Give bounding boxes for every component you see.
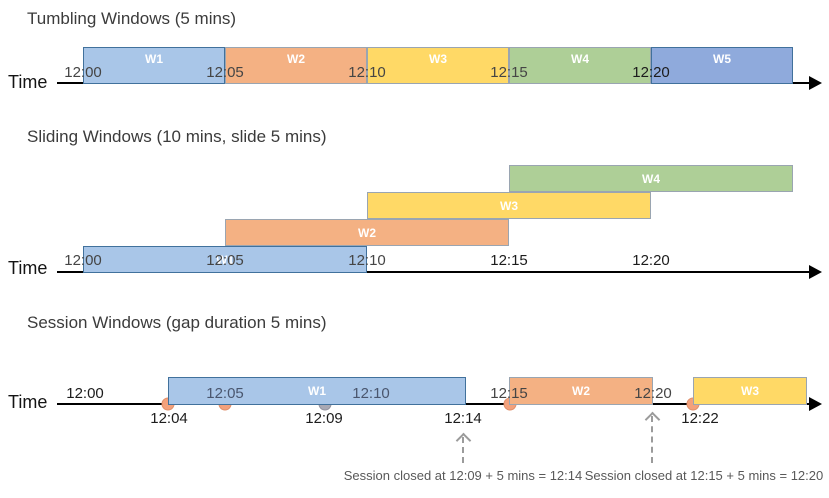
window-label: W1 bbox=[216, 252, 234, 267]
session-tick-1205: 12:05 bbox=[206, 385, 244, 402]
session-axis-arrowhead-icon bbox=[809, 397, 822, 411]
event-label-1209: 12:09 bbox=[305, 410, 343, 427]
sliding-tick-1210: 12:10 bbox=[348, 252, 386, 269]
sliding-time-axis bbox=[57, 271, 810, 273]
tumbling-tick-1210: 12:10 bbox=[348, 64, 386, 81]
tumbling-window-w1: W1 bbox=[83, 47, 225, 84]
session-window-w1: W1 bbox=[168, 377, 466, 405]
session-window-w3: W3 bbox=[693, 377, 807, 405]
window-label: W5 bbox=[713, 52, 731, 66]
window-label: W1 bbox=[308, 384, 326, 398]
sliding-time-axis-label: Time bbox=[8, 258, 48, 278]
window-label: W4 bbox=[571, 52, 589, 66]
window-label: W3 bbox=[741, 384, 759, 398]
sliding-window-w3: W3 bbox=[367, 192, 651, 219]
event-label-1204: 12:04 bbox=[150, 410, 188, 427]
session-close-arrow-up-icon bbox=[651, 416, 653, 463]
session-tick-1220: 12:20 bbox=[634, 385, 672, 402]
window-label: W4 bbox=[642, 171, 660, 186]
session-tick-1200: 12:00 bbox=[66, 385, 104, 402]
sliding-section-title: Sliding Windows (10 mins, slide 5 mins) bbox=[27, 127, 327, 146]
sliding-window-w1: W1 bbox=[83, 246, 367, 273]
tumbling-axis-arrowhead-icon bbox=[809, 76, 822, 90]
sliding-window-w2: W2 bbox=[225, 219, 509, 246]
session-closed-annotation-1: Session closed at 12:09 + 5 mins = 12:14 bbox=[343, 468, 583, 483]
tumbling-section-title: Tumbling Windows (5 mins) bbox=[27, 9, 237, 28]
tumbling-window-w2: W2 bbox=[225, 47, 367, 84]
tumbling-time-axis-label: Time bbox=[8, 72, 48, 92]
session-time-axis-label: Time bbox=[8, 392, 48, 412]
sliding-tick-1220: 12:20 bbox=[632, 252, 670, 269]
sliding-axis-arrowhead-icon bbox=[809, 265, 822, 279]
session-tick-1215: 12:15 bbox=[490, 385, 528, 402]
window-label: W2 bbox=[572, 384, 590, 398]
window-label: W3 bbox=[429, 52, 447, 66]
window-label: W3 bbox=[500, 198, 518, 213]
session-close-arrow-up-icon bbox=[462, 437, 464, 463]
session-closed-annotation-2: Session closed at 12:15 + 5 mins = 12:20 bbox=[584, 468, 824, 483]
session-tick-1210: 12:10 bbox=[352, 385, 390, 402]
tumbling-tick-1200: 12:00 bbox=[64, 64, 102, 81]
sliding-tick-1205: 12:05 bbox=[206, 252, 244, 269]
session-section-title: Session Windows (gap duration 5 mins) bbox=[27, 313, 327, 332]
window-label: W2 bbox=[358, 225, 376, 240]
tumbling-tick-1220: 12:20 bbox=[632, 64, 670, 81]
tumbling-window-w4: W4 bbox=[509, 47, 651, 84]
sliding-window-w4: W4 bbox=[509, 165, 793, 192]
event-label-1214: 12:14 bbox=[444, 410, 482, 427]
event-label-1222: 12:22 bbox=[681, 410, 719, 427]
tumbling-window-w5: W5 bbox=[651, 47, 793, 84]
session-window-w2: W2 bbox=[509, 377, 653, 405]
window-label: W2 bbox=[287, 52, 305, 66]
tumbling-tick-1205: 12:05 bbox=[206, 64, 244, 81]
window-label: W1 bbox=[145, 52, 163, 66]
sliding-tick-1200: 12:00 bbox=[64, 252, 102, 269]
tumbling-tick-1215: 12:15 bbox=[490, 64, 528, 81]
sliding-tick-1215: 12:15 bbox=[490, 252, 528, 269]
tumbling-window-w3: W3 bbox=[367, 47, 509, 84]
